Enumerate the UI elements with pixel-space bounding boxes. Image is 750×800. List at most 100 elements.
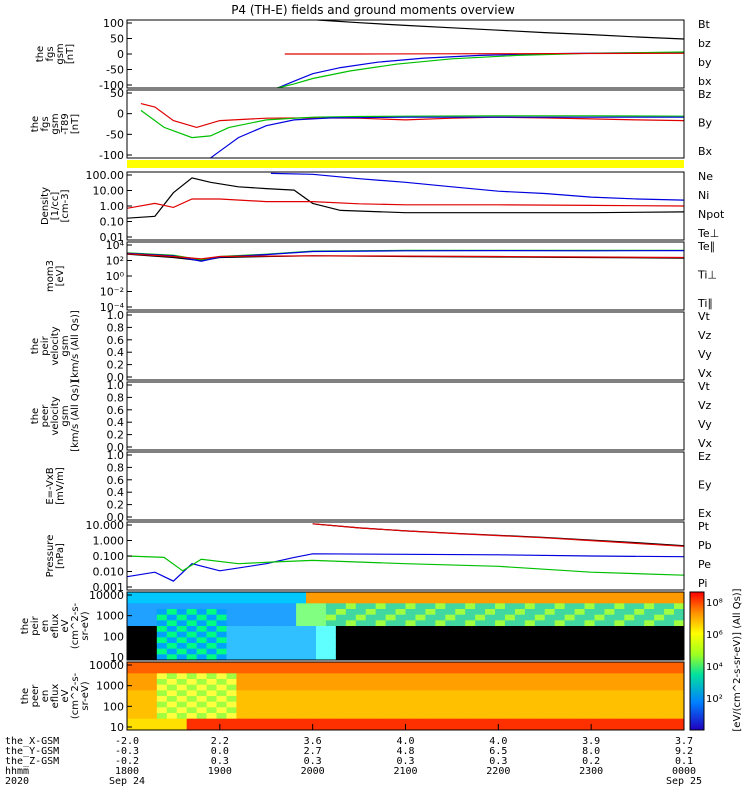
legend-peer_velocity-2: Vy (698, 418, 712, 431)
series-group-temperature (127, 249, 684, 262)
xrow-value-2-1: 0.3 (211, 756, 229, 767)
ylabel-peer_velocity-3: gsm (60, 405, 71, 426)
ytick-label-e_field-4: 0.2 (107, 499, 125, 512)
legend-fgs_gsm_t89-0: Bz (698, 88, 712, 101)
xrow-value-1-2: 2.7 (304, 746, 322, 757)
panel-e_field: 1.00.80.60.40.20.0 E=-VxB [mV/m] Ez Ey Ex (45, 449, 712, 524)
legend-e_field-1: Ey (698, 479, 712, 492)
chart-title: P4 (TH-E) fields and ground moments over… (231, 3, 515, 17)
legend-peer_velocity-0: Vt (698, 380, 711, 393)
ytick-label-fgs_gsm-1: 50 (110, 33, 124, 46)
ytick-label-peir_spectrogram-0: 10000 (89, 589, 124, 602)
panel-frame-peer_velocity (126, 381, 685, 451)
series-group-pressure (127, 523, 684, 582)
xrow-label-2: the_Z-GSM (5, 756, 59, 767)
ylabel-peir_spectrogram-4: eV (60, 619, 71, 632)
series-line-density-Npot (270, 172, 684, 201)
ylabel-peir_spectrogram-2: en (40, 620, 51, 633)
ytick-label-e_field-0: 1.0 (107, 449, 125, 462)
ylabel-pressure-0: Pressure (45, 535, 56, 578)
series-line-fgs_gsm-bz (284, 52, 684, 55)
legend-fgs_gsm_t89-2: Bx (698, 145, 713, 158)
series-line-fgs_gsm_t89-Bx (210, 116, 684, 158)
ytick-label-pressure-3: 0.010 (93, 566, 125, 579)
ylabel-temperature-1: [eV] (55, 266, 66, 287)
xrow-value-0-4: 4.0 (489, 736, 507, 747)
panel-temperature: 10⁴ 10² 10⁰ 10⁻² 10⁻⁴ mom3 [eV] Te∥ Ti⊥ Ti∥ (45, 239, 717, 314)
xrow-value-0-3: 4.0 (396, 736, 414, 747)
ylabel-peer_velocity-4: [km/s (All Qs)] (70, 380, 81, 452)
ytick-label-density-4: 0.01 (100, 231, 125, 244)
panel-peir_velocity: 1.00.80.60.40.20.0 the peir velocity gsm [km/… (30, 309, 713, 384)
xrow-value-1-0: -0.3 (115, 746, 139, 757)
ytick-label-fgs_gsm_t89-2: -50 (106, 128, 124, 141)
ytick-label-peir_velocity-0: 1.0 (107, 309, 125, 322)
ylabel-fgs_gsm-0: the (35, 46, 46, 62)
xrow-value-1-6: 9.2 (675, 746, 693, 757)
xrow-label-4: 2020 (5, 776, 29, 787)
ytick-label-fgs_gsm_t89-0: 50 (110, 87, 124, 100)
ylabel-fgs_gsm_t89-0: the (30, 116, 41, 132)
series-line-pressure-Pb (312, 523, 684, 547)
panel-frame-e_field (126, 451, 685, 521)
panel-peer_spectrogram: 10000 1000 100 10 the peer en eflux eV (cm^2-s-sr… (20, 659, 685, 734)
xrow-value-3-5: 2300 (579, 766, 603, 777)
ylabel-temperature-0: mom3 (45, 260, 56, 292)
xrow-value-0-5: 3.9 (582, 736, 600, 747)
ytick-label-peer_velocity-0: 1.0 (107, 379, 125, 392)
legend-temperature-1: Ti⊥ (697, 269, 717, 282)
ytick-label-e_field-2: 0.6 (107, 474, 125, 487)
ylabel-peir_velocity-0: the (30, 338, 41, 354)
series-line-temperature-Ti⊥ (127, 249, 684, 261)
ytick-label-peer_velocity-1: 0.8 (107, 391, 125, 404)
ylabel-peir_spectrogram-5: (cm^2-s- (70, 602, 81, 649)
xrow-value-0-0: -2.0 (115, 736, 139, 747)
xrow-value-3-1: 1900 (208, 766, 232, 777)
ytick-label-peer_velocity-2: 0.6 (107, 404, 125, 417)
legend-peir_velocity-0: Vt (698, 310, 711, 323)
panel-frame-fgs_gsm_t89 (126, 89, 685, 159)
xrow-value-3-6: 0000 (672, 766, 696, 777)
legend-peer_velocity-1: Vz (698, 399, 712, 412)
legend-fgs_gsm-2: by (698, 56, 712, 69)
legend-density-2: Npot (698, 208, 725, 221)
legend-temperature-0: Te∥ (697, 240, 715, 253)
panel-fgs_gsm: 100 50 0 -50 -100 the fgs gsm [nT] Bt bz by bx (35, 17, 712, 92)
ytick-label-peer_velocity-5: 0.0 (107, 441, 125, 454)
ytick-label-density-2: 1.00 (100, 200, 125, 213)
ytick-label-density-3: 0.10 (100, 216, 125, 229)
series-line-fgs_gsm_t89-By (140, 109, 684, 139)
ylabel-fgs_gsm_t89-4: [nT] (70, 114, 81, 134)
ylabel-e_field-1: [mV/m] (55, 467, 66, 505)
series-line-fgs_gsm-bx (277, 52, 684, 88)
ylabel-peer_spectrogram-0: the (20, 688, 31, 704)
colorbar-tick-3: 10² (706, 694, 723, 705)
ylabel-peer_spectrogram-3: eflux (50, 684, 61, 709)
xrow-value-2-3: 0.3 (396, 756, 414, 767)
ylabel-peer_spectrogram-6: sr-eV) (80, 681, 91, 710)
ylabel-peir_spectrogram-1: peir (30, 615, 41, 635)
ytick-label-fgs_gsm-4: -100 (99, 79, 124, 92)
ylabel-peir_velocity-2: velocity (50, 326, 61, 365)
xrow-value-2-4: 0.3 (489, 756, 507, 767)
yellow-flag-bar (127, 160, 684, 168)
ylabel-peir_spectrogram-6: sr-eV) (80, 611, 91, 640)
xrow-label-0: the_X-GSM (5, 736, 59, 747)
legend-pressure-3: Pi (698, 577, 707, 590)
ytick-label-peir_velocity-3: 0.4 (107, 346, 125, 359)
ytick-label-temperature-2: 10⁰ (106, 270, 125, 283)
xrow-value-1-4: 6.5 (489, 746, 507, 757)
ytick-label-fgs_gsm_t89-3: -100 (99, 149, 124, 162)
ylabel-e_field-0: E=-VxB (45, 467, 56, 504)
legend-peer_velocity-3: Vx (698, 437, 713, 450)
xrow-value-2-0: -0.2 (115, 756, 139, 767)
panel-frame-peir_velocity (126, 311, 685, 381)
ytick-label-pressure-0: 10.000 (86, 519, 125, 532)
legend-pressure-0: Pt (698, 520, 710, 533)
xrow-value-2-5: 0.2 (582, 756, 600, 767)
series-line-pressure-Pi (127, 553, 684, 582)
legend-peir_velocity-3: Vx (698, 367, 713, 380)
ylabel-peer_velocity-0: the (30, 408, 41, 424)
ylabel-peir_velocity-1: peir (40, 335, 51, 355)
ylabel-density-0: Density (40, 187, 51, 225)
